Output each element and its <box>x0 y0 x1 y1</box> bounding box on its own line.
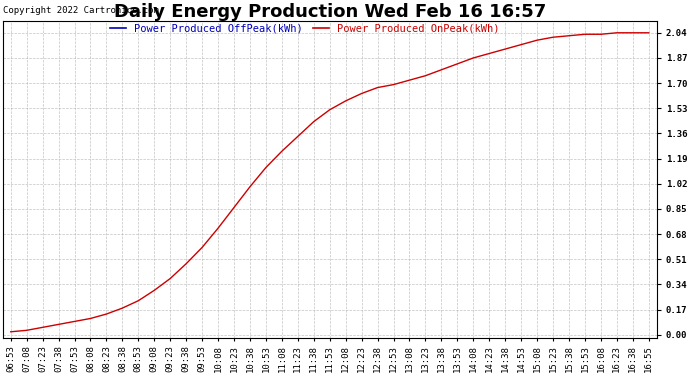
Legend: Power Produced OffPeak(kWh), Power Produced OnPeak(kWh): Power Produced OffPeak(kWh), Power Produ… <box>106 20 504 38</box>
Text: Copyright 2022 Cartronics.com: Copyright 2022 Cartronics.com <box>3 6 159 15</box>
Title: Daily Energy Production Wed Feb 16 16:57: Daily Energy Production Wed Feb 16 16:57 <box>114 3 546 21</box>
